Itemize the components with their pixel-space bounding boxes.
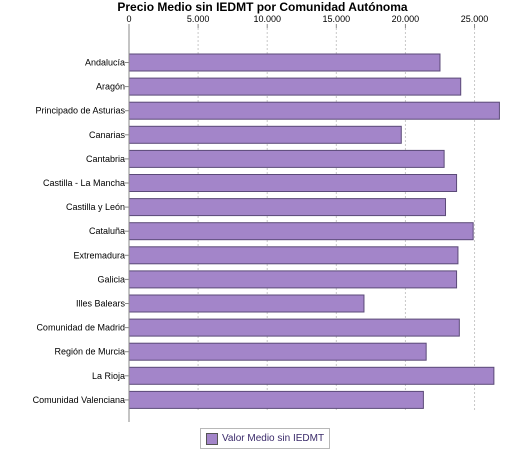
bar — [128, 390, 424, 409]
bar — [128, 342, 427, 361]
category-label: Región de Murcia — [54, 347, 125, 357]
axes — [125, 24, 476, 422]
x-tick-label: 15.000 — [323, 14, 351, 24]
legend-swatch — [206, 432, 218, 445]
legend-label: Valor Medio sin IEDMT — [222, 433, 325, 444]
x-tick-label: 10.000 — [253, 14, 281, 24]
category-label: Cantabria — [86, 154, 125, 164]
x-tick-label: 5.000 — [187, 14, 210, 24]
bar — [128, 101, 500, 120]
bar — [128, 246, 459, 265]
bar — [128, 198, 447, 217]
chart-title: Precio Medio sin IEDMT por Comunidad Aut… — [117, 0, 408, 14]
bar — [128, 125, 402, 144]
bar — [128, 270, 458, 289]
bars — [128, 53, 500, 409]
category-label: Principado de Asturias — [35, 106, 125, 116]
bar — [128, 222, 474, 241]
category-label: Aragón — [96, 82, 125, 92]
category-label: Comunidad Valenciana — [33, 395, 125, 405]
bar — [128, 149, 445, 168]
bar — [128, 366, 495, 385]
x-tick-label: 0 — [126, 14, 131, 24]
bar — [128, 294, 365, 313]
bar — [128, 318, 460, 337]
category-label: Canarias — [89, 130, 126, 140]
category-label: Cataluña — [89, 226, 125, 236]
x-tick-label: 25.000 — [461, 14, 489, 24]
category-label: Illes Balears — [76, 299, 126, 309]
category-label: La Rioja — [92, 371, 125, 381]
bar — [128, 53, 441, 72]
x-tick-label: 20.000 — [392, 14, 420, 24]
category-label: Galicia — [97, 274, 125, 284]
legend: Valor Medio sin IEDMT — [200, 428, 331, 449]
category-label: Castilla - La Mancha — [43, 178, 125, 188]
labels: 0 5.000 10.000 15.000 20.000 25.000 Andalucía A… — [33, 14, 489, 405]
category-label: Castilla y León — [66, 202, 125, 212]
category-label: Andalucía — [85, 58, 125, 68]
bar — [128, 174, 458, 192]
category-label: Extremadura — [73, 250, 125, 260]
category-label: Comunidad de Madrid — [36, 323, 125, 333]
bar — [128, 77, 462, 96]
